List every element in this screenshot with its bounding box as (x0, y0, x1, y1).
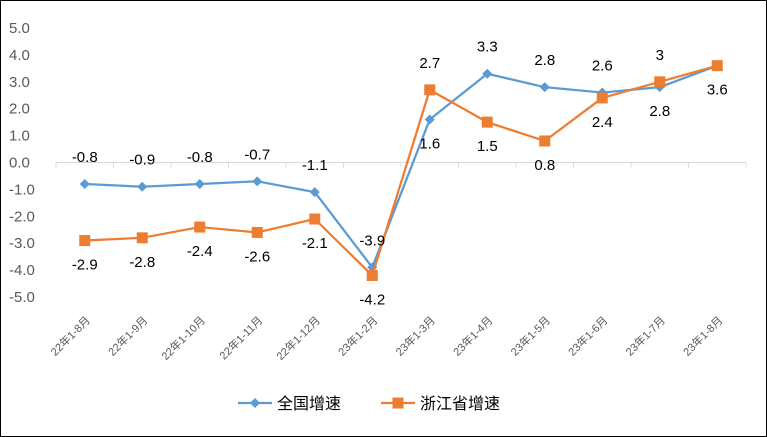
series-line-1 (84, 64, 718, 269)
series-2-data-label: 2.4 (592, 114, 613, 131)
y-tick-label: 0.0 (9, 155, 30, 172)
series-2-point (481, 116, 493, 128)
series-1-point (482, 68, 493, 79)
series-2-data-label: 2.7 (419, 55, 440, 72)
y-tick-label: 1.0 (9, 128, 30, 145)
x-tick-label: 23年1-6月 (565, 313, 610, 358)
x-tick-label: 23年1-3月 (393, 313, 438, 358)
series-2-data-label: -2.9 (72, 257, 98, 274)
series-1-data-label: -0.8 (72, 149, 98, 166)
series-1-point (252, 176, 263, 187)
y-tick-label: -3.0 (9, 235, 35, 252)
series-2-point (654, 76, 666, 88)
series-1-data-label: 3.3 (477, 39, 498, 56)
series-2-point (711, 60, 723, 72)
series-1-data-label: -0.8 (187, 149, 213, 166)
series-2-data-label: -2.1 (302, 235, 328, 252)
series-2-data-label: 3 (656, 47, 664, 64)
series-1-data-label: 2.6 (592, 58, 613, 75)
y-tick-label: 3.0 (9, 74, 30, 91)
x-tick-label: 22年1-8月 (48, 313, 93, 358)
series-1-point (137, 181, 148, 192)
legend-marker-diamond-icon (250, 398, 260, 408)
x-tick-label: 22年1-10月 (158, 313, 208, 363)
x-tick-label: 23年1-5月 (508, 313, 553, 358)
series-2-point (539, 135, 551, 147)
series-1-data-label: -3.9 (359, 232, 385, 249)
series-1-data-label: -0.9 (129, 152, 155, 169)
legend-marker-square-icon (392, 397, 404, 409)
legend: 全国增速 浙江省增速 (238, 395, 500, 413)
series-2-data-label: -4.2 (359, 291, 385, 308)
series-1-data-label: 2.8 (534, 52, 555, 69)
x-tick-label: 22年1-9月 (105, 313, 150, 358)
x-tick-label: 22年1-11月 (216, 313, 265, 362)
series-1-data-label: -0.7 (244, 146, 270, 163)
series-2-point (424, 84, 436, 96)
series-2-data-label: 0.8 (534, 157, 555, 174)
series-2-data-label: -2.6 (244, 248, 270, 265)
series-2-data-label: 1.5 (477, 138, 498, 155)
series-2-point (309, 213, 321, 225)
x-tick-label: 23年1-7月 (623, 313, 668, 358)
series-1-data-label: -1.1 (302, 157, 328, 174)
series-1-point (79, 179, 90, 190)
series-2-point (194, 221, 206, 233)
x-tick-label: 22年1-12月 (273, 313, 323, 363)
y-tick-label: -2.0 (9, 208, 35, 225)
y-tick-label: -5.0 (9, 289, 35, 306)
series-line-2 (84, 64, 718, 277)
y-tick-label: 4.0 (9, 47, 30, 64)
series-2-point (596, 92, 608, 104)
series-2-point (79, 235, 91, 247)
y-tick-label: -1.0 (9, 181, 35, 198)
series-1-data-label: 1.6 (419, 135, 440, 152)
series-1-data-label: 2.8 (649, 103, 670, 120)
series-2-point (366, 269, 378, 281)
series-2-data-label: 3.6 (707, 82, 728, 99)
axis-layer (55, 162, 747, 168)
series-2-point (136, 232, 148, 244)
legend-label-1: 全国增速 (277, 395, 341, 413)
data-labels: -0.8 -2.9 -0.9 -2.8 -0.8 -2.4 -0.7 -2.6 -1.1 -2.1… (72, 39, 728, 309)
series-1-point (539, 82, 550, 93)
x-tick-label: 23年1-8月 (680, 313, 725, 358)
series-2-data-label: -2.4 (187, 243, 213, 260)
series-2-point (251, 226, 263, 238)
x-tick-label: 23年1-4月 (450, 313, 495, 358)
y-tick-label: 2.0 (9, 101, 30, 118)
series-1-point (309, 187, 320, 198)
x-tick-label: 23年1-2月 (335, 313, 380, 358)
series-1-point (424, 114, 435, 125)
x-tick-labels: 22年1-8月 22年1-9月 22年1-10月 22年1-11月 22年1-12月 23… (48, 313, 726, 363)
y-tick-label: -4.0 (9, 262, 35, 279)
series-2-data-label: -2.8 (129, 254, 155, 271)
y-tick-label: 5.0 (9, 20, 30, 37)
y-tick-labels: 5.0 4.0 3.0 2.0 1.0 0.0 -1.0 -2.0 -3.0 -4.0 -5.0 (9, 20, 35, 306)
legend-label-2: 浙江省增速 (420, 395, 500, 413)
series-1-point (194, 179, 205, 190)
series-layer (79, 60, 723, 281)
